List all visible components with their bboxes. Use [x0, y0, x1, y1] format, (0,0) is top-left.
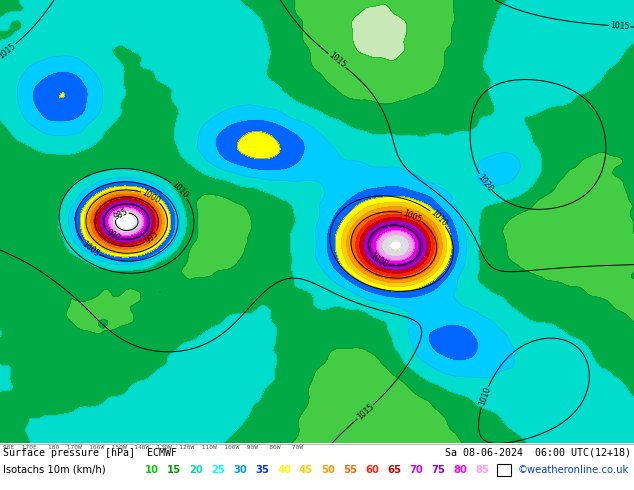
Text: 1010: 1010 — [169, 180, 190, 200]
Text: 90E  170E   180  170W  160W  150W  140W  130W  120W  110W  100W  90W   80W   70W: 90E 170E 180 170W 160W 150W 140W 130W 12… — [3, 445, 303, 450]
Text: Sa 08-06-2024  06:00 UTC(12+18): Sa 08-06-2024 06:00 UTC(12+18) — [445, 447, 631, 458]
Text: 1000: 1000 — [140, 188, 162, 205]
Text: 40: 40 — [277, 465, 291, 475]
Text: 20: 20 — [189, 465, 203, 475]
Text: 60: 60 — [365, 465, 379, 475]
Text: 1000: 1000 — [368, 251, 389, 270]
Text: 995: 995 — [143, 229, 160, 245]
Text: 1015: 1015 — [610, 21, 630, 31]
Text: 1010: 1010 — [477, 386, 492, 407]
Text: Isotachs 10m (km/h): Isotachs 10m (km/h) — [3, 465, 112, 475]
Text: 35: 35 — [255, 465, 269, 475]
Text: 85: 85 — [475, 465, 489, 475]
Text: 15: 15 — [167, 465, 181, 475]
Text: 1005: 1005 — [81, 239, 101, 258]
FancyBboxPatch shape — [497, 464, 511, 476]
Text: 45: 45 — [299, 465, 313, 475]
Text: 50: 50 — [321, 465, 335, 475]
Text: 55: 55 — [343, 465, 357, 475]
Text: 1015: 1015 — [355, 402, 375, 421]
Text: Surface pressure [hPa]  ECMWF: Surface pressure [hPa] ECMWF — [3, 447, 177, 458]
Text: 1005: 1005 — [401, 208, 423, 224]
Text: 30: 30 — [233, 465, 247, 475]
Text: 75: 75 — [431, 465, 445, 475]
Text: 65: 65 — [387, 465, 401, 475]
Text: ©weatheronline.co.uk: ©weatheronline.co.uk — [518, 465, 629, 475]
Text: 985: 985 — [112, 207, 129, 221]
Text: 1015: 1015 — [0, 41, 18, 60]
Text: 70: 70 — [409, 465, 423, 475]
Text: 1015: 1015 — [327, 51, 347, 70]
Text: 80: 80 — [453, 465, 467, 475]
Text: 10: 10 — [145, 465, 159, 475]
Text: 25: 25 — [211, 465, 225, 475]
Text: 1020: 1020 — [476, 172, 495, 193]
Text: 1010: 1010 — [429, 208, 448, 228]
Text: 990: 990 — [105, 228, 122, 244]
